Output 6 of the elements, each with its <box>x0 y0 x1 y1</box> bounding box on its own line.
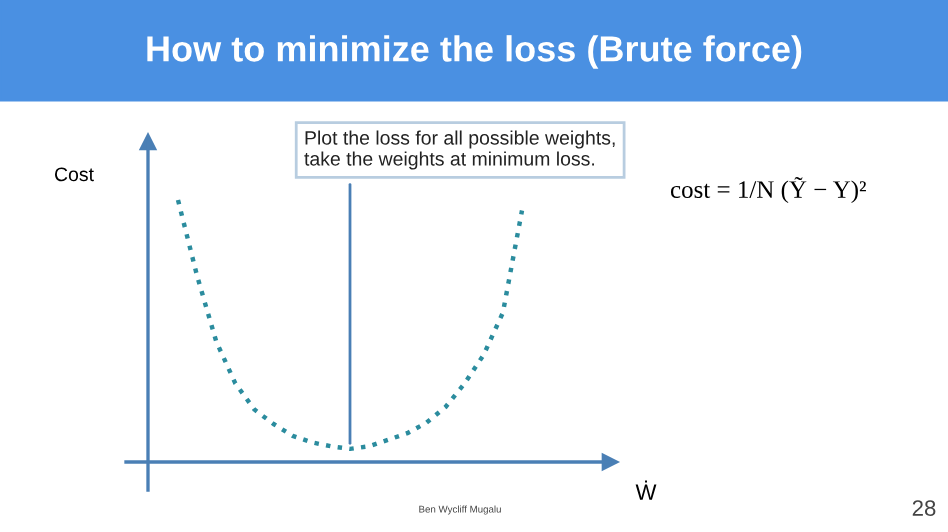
y-axis-title: Cost <box>55 167 94 182</box>
chart-title: How to minimize the loss (Brute force) <box>147 35 802 69</box>
text: 28 <box>912 500 936 516</box>
text: cost = 1/N (Ỹ − Y)² <box>670 176 866 204</box>
x-axis-title: Ẇ <box>635 480 657 500</box>
text: Plot the loss for all possible weights, take the weights at minimum loss. <box>304 130 615 170</box>
